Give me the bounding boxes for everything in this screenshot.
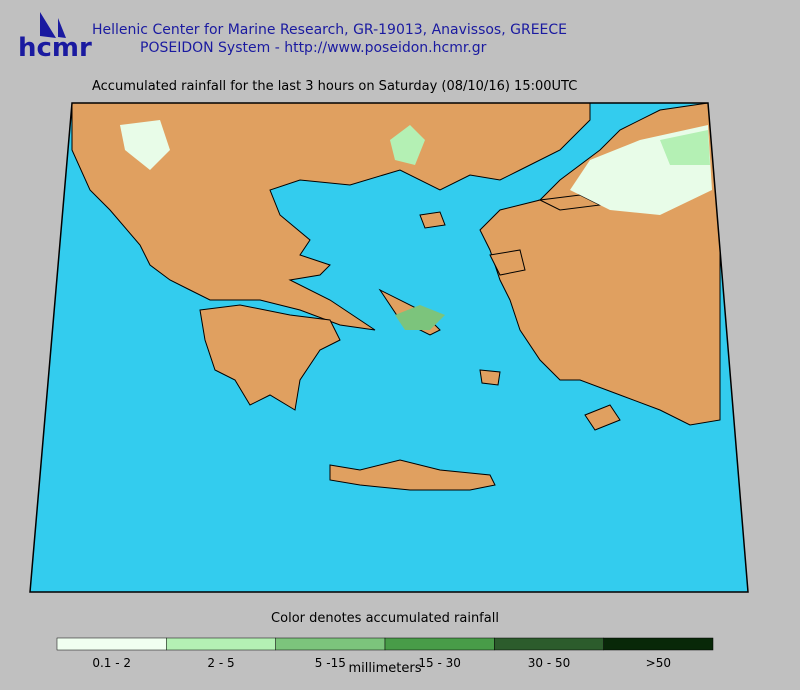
legend-swatch — [166, 637, 276, 651]
org-line: Hellenic Center for Marine Research, GR-… — [92, 22, 567, 38]
legend-swatch — [384, 637, 495, 651]
rhodes — [584, 404, 621, 431]
peloponnese — [199, 304, 341, 411]
island — [479, 369, 501, 386]
legend-swatch — [275, 637, 386, 651]
legend-label: 15 - 30 — [418, 656, 461, 670]
legend-label: 0.1 - 2 — [92, 656, 131, 670]
mainland — [71, 103, 591, 331]
map — [30, 103, 748, 592]
land — [71, 103, 721, 491]
legend-swatch — [603, 637, 714, 651]
legend: 0.1 - 2 2 - 5 5 -15 15 - 30 30 - 50 >50 — [56, 637, 714, 670]
legend-label: 2 - 5 — [207, 656, 234, 670]
crete — [329, 459, 496, 491]
legend-title: Color denotes accumulated rainfall — [271, 611, 499, 626]
logo-sail — [40, 12, 66, 38]
rain-patch — [395, 305, 445, 330]
map-title: Accumulated rainfall for the last 3 hour… — [92, 79, 577, 94]
legend-unit: millimeters — [349, 661, 422, 676]
island — [419, 211, 446, 229]
legend-label: >50 — [646, 656, 671, 670]
system-line: POSEIDON System - http://www.poseidon.hc… — [140, 40, 487, 56]
lesvos — [489, 249, 526, 276]
legend-label: 5 -15 — [315, 656, 346, 670]
rain-patch — [390, 125, 425, 165]
legend-swatch — [56, 637, 167, 651]
legend-label: 30 - 50 — [528, 656, 571, 670]
logo: hcmr — [18, 33, 92, 63]
rain — [120, 120, 712, 330]
map-frame — [29, 102, 749, 593]
rain-patch — [120, 120, 170, 170]
legend-swatch — [494, 637, 604, 651]
rain-patch — [660, 130, 710, 165]
